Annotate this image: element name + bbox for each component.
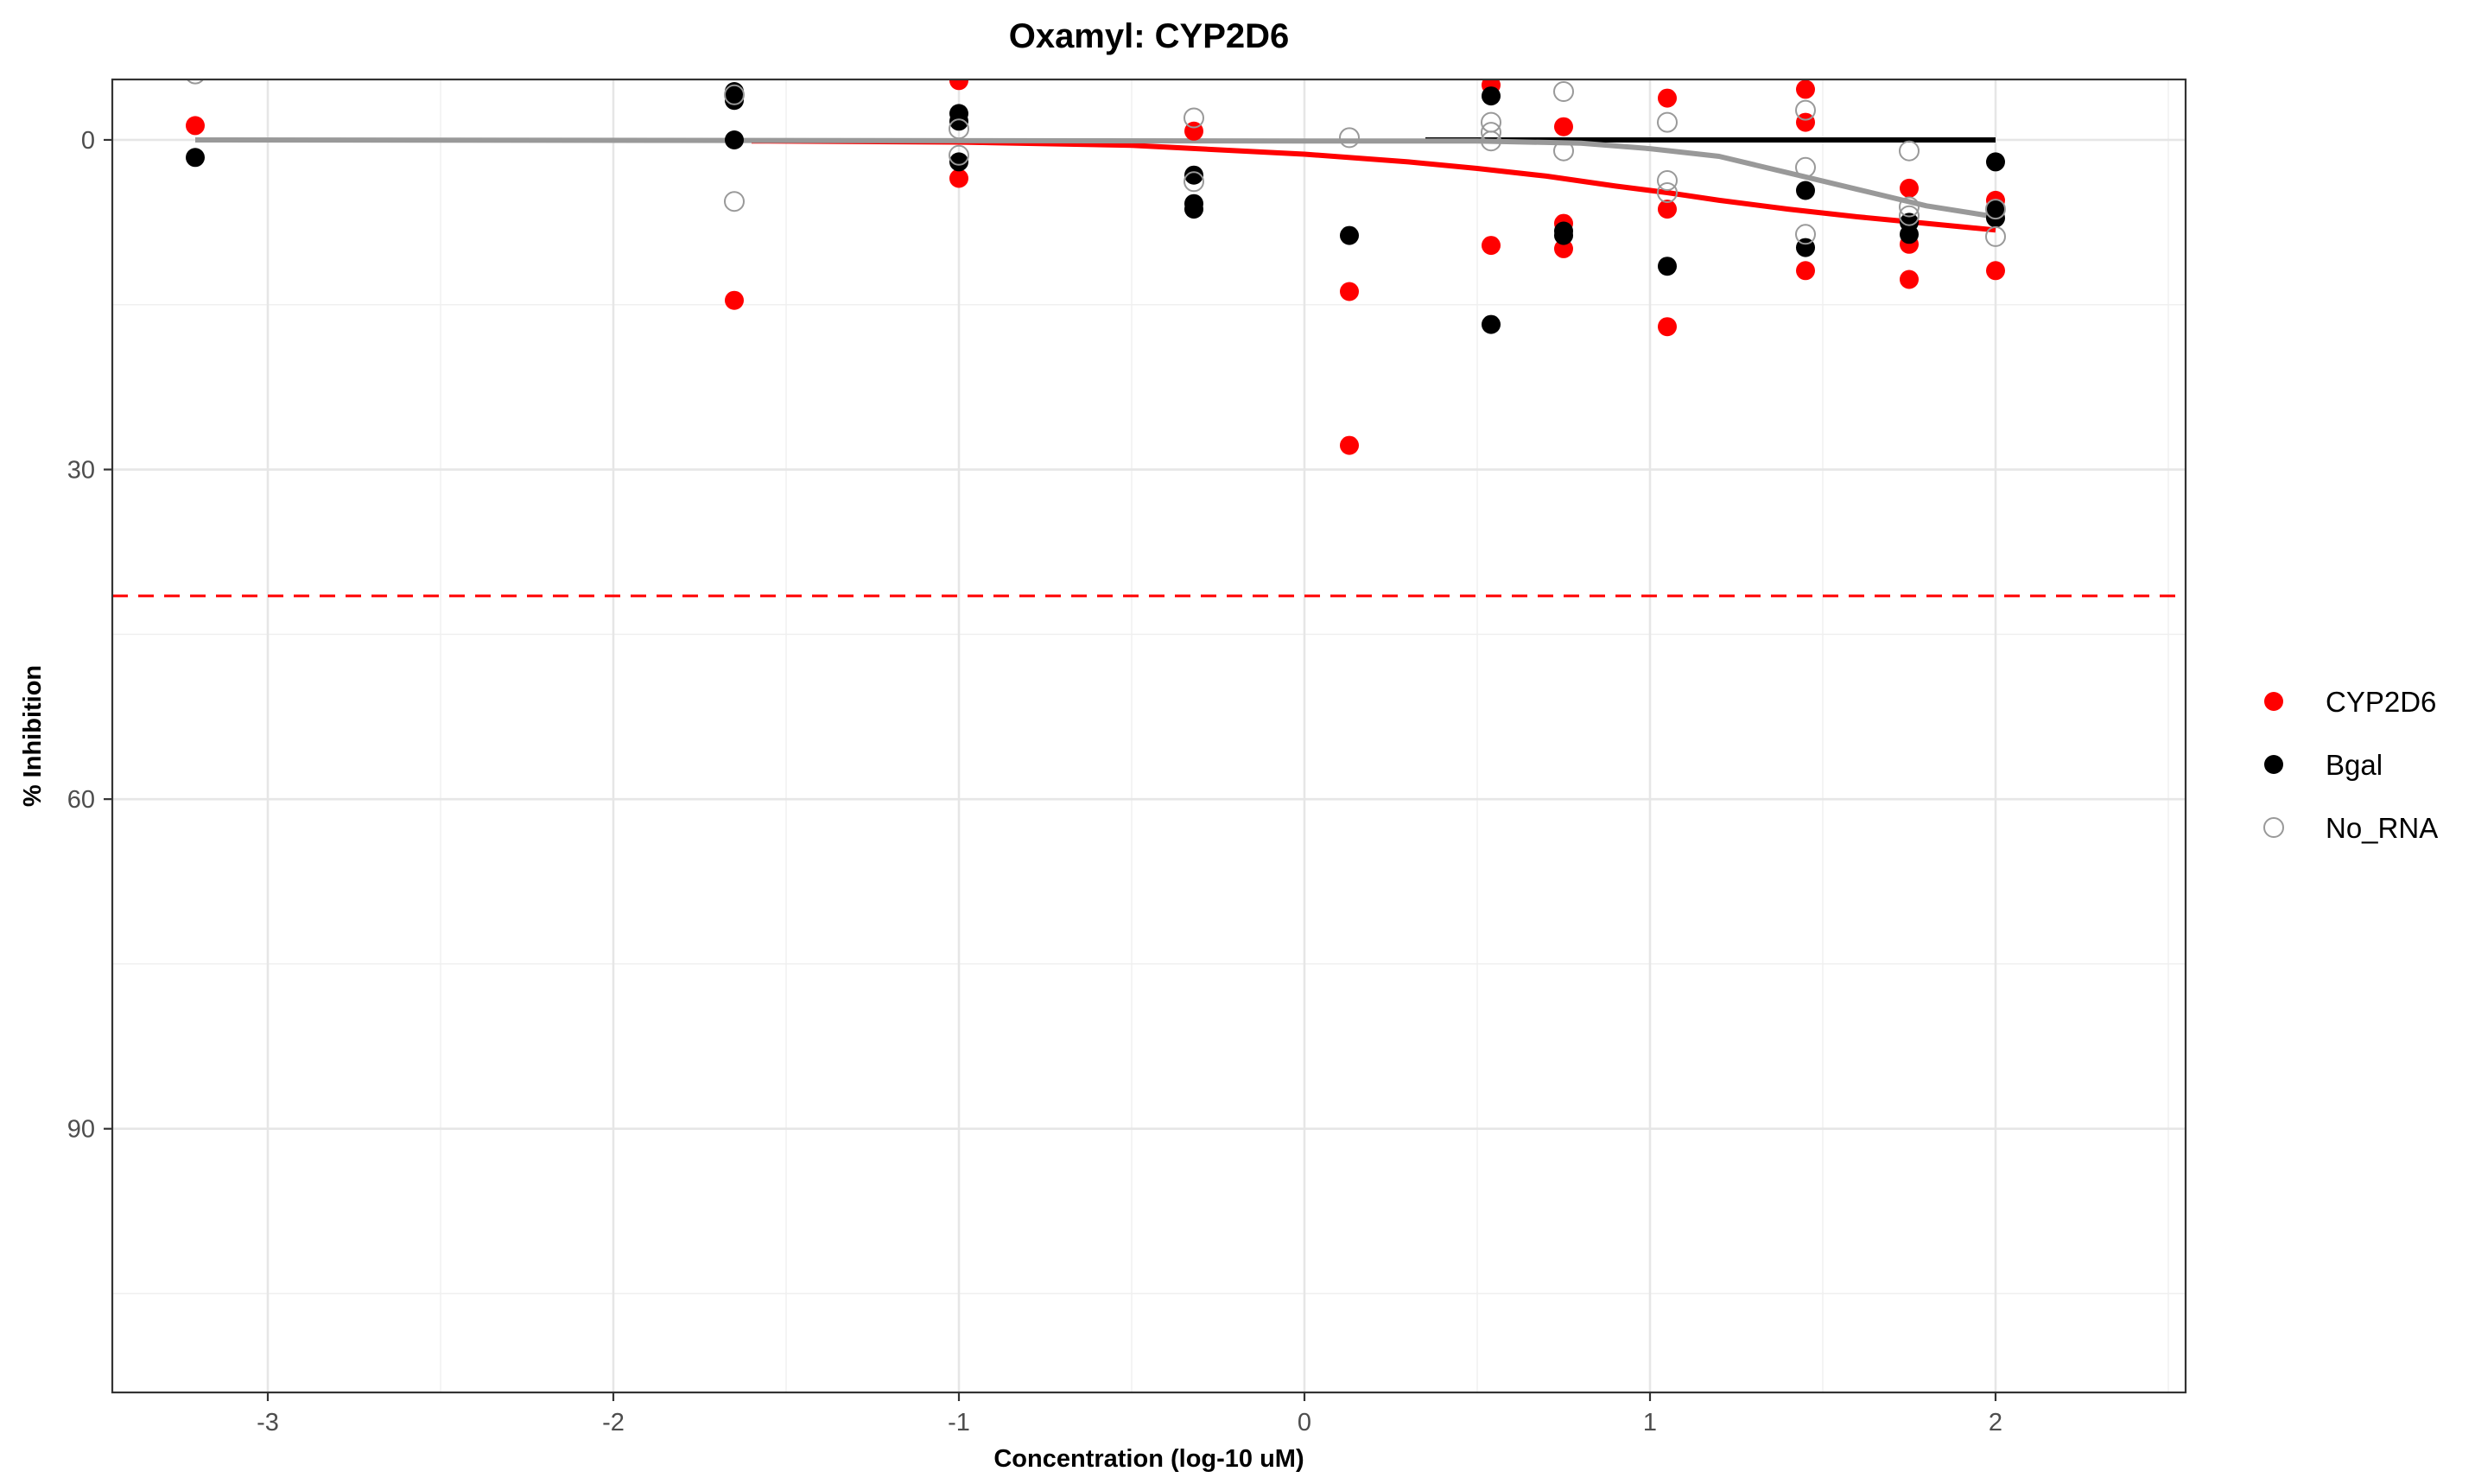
point-cyp2d6 <box>1986 261 2005 281</box>
point-no-rna <box>1985 225 2006 247</box>
x-tick-label: -3 <box>257 1409 279 1436</box>
legend-label-cyp2d6: CYP2D6 <box>2326 686 2436 718</box>
point-no-rna <box>1481 130 1501 152</box>
point-bgal <box>1986 152 2005 172</box>
point-no-rna <box>186 79 205 85</box>
y-axis-title: % Inhibition <box>19 665 47 807</box>
point-no-rna <box>724 191 745 212</box>
point-no-rna <box>1184 107 1204 129</box>
data-points <box>186 79 2006 455</box>
point-no-rna <box>1657 182 1678 203</box>
point-bgal <box>186 148 205 168</box>
point-no-rna <box>1795 224 1816 245</box>
y-tick-label: 90 <box>67 1116 95 1144</box>
fit-curve-cyp2d6 <box>751 138 1996 233</box>
point-no-rna <box>1795 156 1816 178</box>
point-bgal <box>1340 225 1359 245</box>
x-tick-label: -2 <box>602 1409 625 1436</box>
legend: CYP2D6 Bgal No_RNA <box>2263 686 2438 844</box>
point-cyp2d6 <box>1658 317 1677 337</box>
legend-label-bgal: Bgal <box>2326 749 2383 781</box>
point-cyp2d6 <box>1658 200 1677 219</box>
point-bgal <box>725 130 744 149</box>
point-cyp2d6 <box>725 290 744 310</box>
point-bgal <box>1482 86 1501 106</box>
legend-key-cyp2d6 <box>2264 692 2283 711</box>
plot-panel-background <box>112 79 2186 1392</box>
point-no-rna <box>1339 127 1360 149</box>
point-cyp2d6 <box>1796 79 1815 99</box>
point-no-rna <box>1899 196 1920 218</box>
point-cyp2d6 <box>1900 178 1919 198</box>
point-no-rna <box>1553 140 1574 162</box>
legend-key-no-rna <box>2263 817 2284 838</box>
legend-key-bgal <box>2264 755 2283 774</box>
y-tick-label: 30 <box>67 457 95 485</box>
point-cyp2d6 <box>949 79 968 91</box>
point-bgal <box>1482 314 1501 334</box>
point-bgal <box>949 111 968 131</box>
x-tick-label: 0 <box>1298 1409 1311 1436</box>
point-no-rna <box>1985 199 2006 220</box>
y-tick-label: 60 <box>67 786 95 814</box>
x-tick-label: 1 <box>1643 1409 1657 1436</box>
point-cyp2d6 <box>1482 236 1501 256</box>
point-cyp2d6 <box>186 116 205 136</box>
point-bgal <box>1184 165 1203 185</box>
point-no-rna <box>1899 140 1920 162</box>
point-cyp2d6 <box>1900 270 1919 289</box>
point-no-rna <box>949 144 969 166</box>
point-no-rna <box>949 118 969 140</box>
point-cyp2d6 <box>1340 282 1359 301</box>
point-no-rna <box>1184 171 1204 193</box>
x-axis-ticks: -3 -2 -1 0 1 2 <box>257 1392 2002 1436</box>
point-bgal <box>1658 257 1677 276</box>
y-tick-label: 0 <box>81 127 95 155</box>
chart-title: Oxamyl: CYP2D6 <box>1009 17 1290 55</box>
point-cyp2d6 <box>1340 435 1359 455</box>
point-no-rna <box>1657 111 1678 133</box>
point-no-rna <box>1657 170 1678 191</box>
point-cyp2d6 <box>1554 117 1573 136</box>
point-cyp2d6 <box>1658 88 1677 108</box>
point-cyp2d6 <box>1796 261 1815 281</box>
point-bgal <box>1554 225 1573 245</box>
fit-curve-no-rna <box>194 137 1996 219</box>
point-no-rna <box>724 84 745 105</box>
point-cyp2d6 <box>1796 112 1815 132</box>
point-no-rna <box>1481 122 1501 143</box>
point-bgal <box>1900 225 1919 244</box>
major-gridlines <box>112 79 2186 1392</box>
x-tick-label: 2 <box>1989 1409 2002 1436</box>
point-bgal <box>1796 181 1815 200</box>
point-bgal <box>949 152 968 172</box>
x-axis-title: Concentration (log-10 uM) <box>993 1445 1304 1473</box>
point-bgal <box>1184 200 1203 219</box>
x-tick-label: -1 <box>948 1409 970 1436</box>
point-no-rna <box>1899 205 1920 226</box>
point-bgal <box>725 91 744 111</box>
fit-curves <box>194 137 1996 233</box>
minor-gridlines <box>112 79 2186 1392</box>
legend-label-no-rna: No_RNA <box>2326 812 2438 844</box>
point-no-rna <box>1795 99 1816 121</box>
y-axis-ticks: 0 30 60 90 <box>67 127 112 1144</box>
plot-panel-border <box>111 78 2187 1394</box>
point-cyp2d6 <box>949 168 968 188</box>
point-cyp2d6 <box>1554 238 1573 258</box>
point-no-rna <box>1553 81 1574 102</box>
